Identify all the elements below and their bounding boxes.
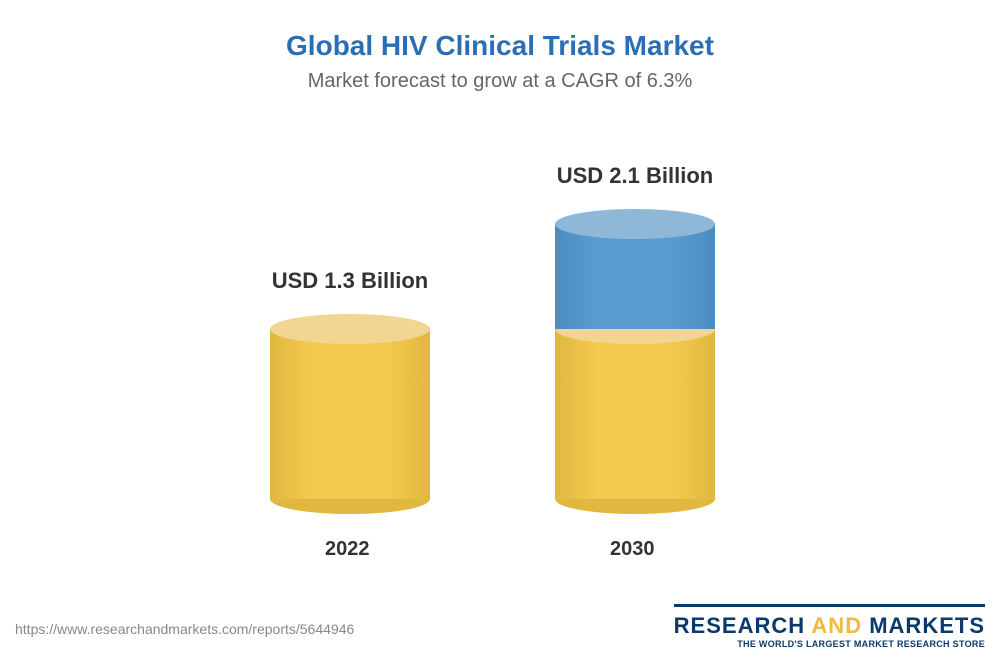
chart-title: Global HIV Clinical Trials Market: [0, 30, 1000, 62]
logo-word1: RESEARCH: [674, 613, 805, 638]
chart-area: USD 1.3 Billion2022USD 2.1 Billion2030: [0, 123, 1000, 543]
cylinder-body: [555, 224, 715, 329]
bar-2030: USD 2.1 Billion: [555, 163, 715, 514]
logo-word3: MARKETS: [869, 613, 985, 638]
cylinder-body: [555, 329, 715, 499]
cylinder-body: [270, 329, 430, 499]
logo-tagline: THE WORLD'S LARGEST MARKET RESEARCH STOR…: [674, 639, 985, 649]
x-axis-label: 2030: [610, 538, 655, 561]
logo-text: RESEARCH AND MARKETS: [674, 613, 985, 639]
source-url: https://www.researchandmarkets.com/repor…: [15, 621, 354, 637]
bar-2022: USD 1.3 Billion: [270, 268, 430, 514]
cylinder: [555, 209, 715, 514]
cylinder-top: [555, 209, 715, 239]
chart-container: Global HIV Clinical Trials Market Market…: [0, 0, 1000, 667]
logo: RESEARCH AND MARKETS THE WORLD'S LARGEST…: [674, 604, 985, 649]
cylinder: [270, 314, 430, 514]
x-axis-label: 2022: [325, 538, 370, 561]
bar-value-label: USD 1.3 Billion: [270, 268, 430, 294]
chart-subtitle: Market forecast to grow at a CAGR of 6.3…: [0, 70, 1000, 93]
cylinder-top: [270, 314, 430, 344]
bar-value-label: USD 2.1 Billion: [555, 163, 715, 189]
logo-word2: AND: [811, 613, 862, 638]
